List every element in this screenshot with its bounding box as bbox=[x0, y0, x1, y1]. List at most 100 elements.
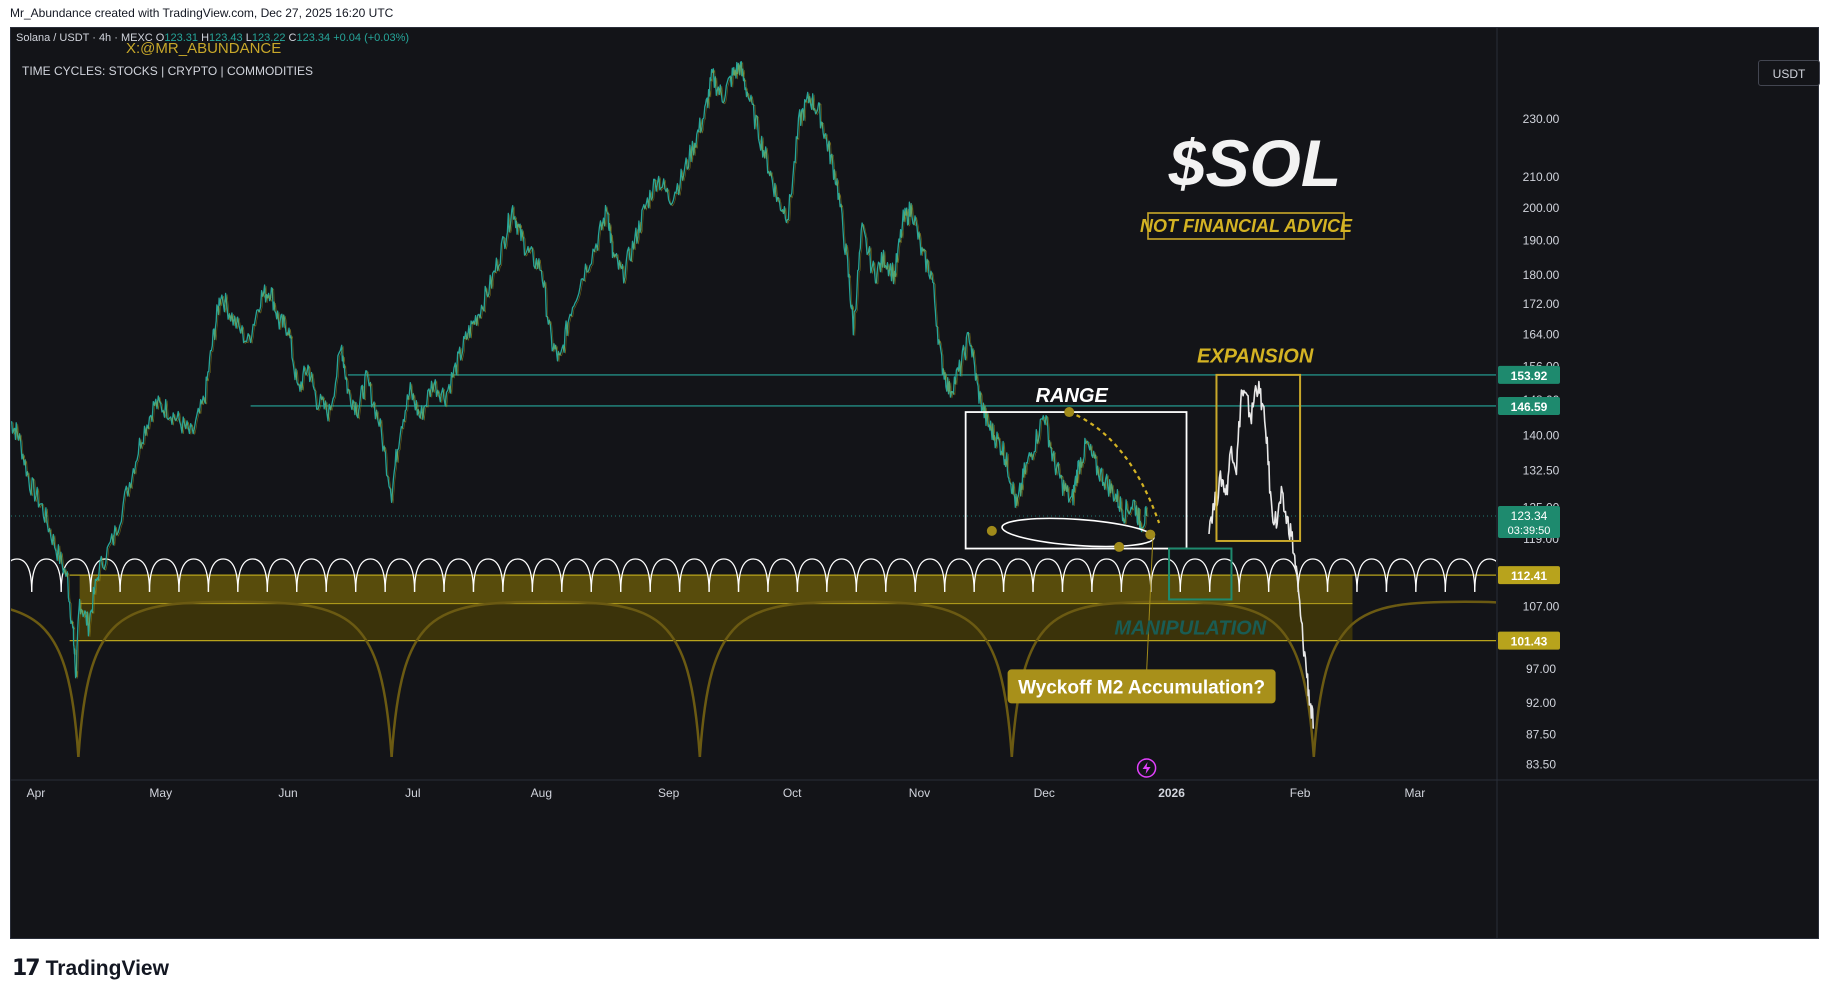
small-cycle-arc bbox=[973, 558, 1005, 592]
y-tick-label: 83.50 bbox=[1526, 758, 1556, 772]
y-tick-label: 87.50 bbox=[1526, 728, 1556, 742]
legend-change: +0.04 (+0.03%) bbox=[333, 32, 409, 44]
chart-frame[interactable]: RANGE EXPANSION MANIPULATION Wyckoff M2 Acc… bbox=[10, 27, 1820, 939]
small-cycle-arc bbox=[826, 558, 857, 592]
price-series-line bbox=[1208, 380, 1315, 729]
price-label: 146.59 bbox=[1511, 400, 1548, 414]
price-label: 112.41 bbox=[1511, 569, 1547, 583]
range-marker-dot bbox=[1114, 541, 1125, 552]
price-wick-shadow bbox=[12, 62, 1149, 679]
currency-button[interactable]: USDT bbox=[1758, 60, 1820, 86]
expansion-box bbox=[1215, 373, 1302, 542]
small-cycle-arc bbox=[355, 558, 386, 592]
small-cycle-arc bbox=[1297, 558, 1329, 592]
small-cycle-arc bbox=[1385, 558, 1417, 592]
small-cycle-arc bbox=[1356, 558, 1388, 592]
last-price-label: 123.34 bbox=[1511, 509, 1548, 523]
countdown-label: 03:39:50 bbox=[1508, 525, 1551, 537]
x-tick-label: 2026 bbox=[1158, 786, 1185, 800]
lightning-icon-bolt bbox=[1142, 762, 1151, 774]
price-label-bg bbox=[1498, 631, 1560, 650]
lightning-icon bbox=[1136, 758, 1157, 778]
plot-area: RANGE EXPANSION MANIPULATION Wyckoff M2 Acc… bbox=[11, 61, 1496, 758]
x-tick-label: Feb bbox=[1290, 786, 1311, 800]
y-tick-label: 164.00 bbox=[1523, 327, 1560, 341]
expansion-label: EXPANSION bbox=[1197, 345, 1314, 367]
small-cycle-arc bbox=[678, 558, 710, 592]
small-cycle-arc bbox=[914, 558, 946, 592]
legend-c-label: C bbox=[289, 32, 297, 44]
y-tick-label: 230.00 bbox=[1523, 112, 1560, 126]
y-tick-label: 200.00 bbox=[1523, 201, 1560, 215]
symbol-legend: Solana / USDT · 4h · MEXC O123.31 H123.4… bbox=[16, 32, 409, 44]
price-label-bg bbox=[1498, 365, 1560, 384]
legend-open: 123.31 bbox=[164, 32, 201, 44]
x-tick-label: Sep bbox=[658, 786, 680, 800]
small-cycle-arc bbox=[1150, 558, 1181, 592]
range-marker-dot bbox=[986, 525, 997, 536]
small-cycle-arc bbox=[1032, 558, 1064, 592]
legend-o-label: O bbox=[156, 32, 165, 44]
x-tick-label: Dec bbox=[1034, 786, 1055, 800]
last-price-bg bbox=[1498, 506, 1560, 539]
handle-label: X:@MR_ABUNDANCE bbox=[126, 40, 281, 57]
demand-zone-lower bbox=[79, 603, 1353, 641]
legend-l-label: L bbox=[246, 32, 252, 44]
y-tick-label: 132.50 bbox=[1523, 463, 1560, 477]
small-cycle-arc bbox=[60, 558, 92, 592]
y-tick-label: 92.00 bbox=[1526, 696, 1556, 710]
demand-zone-upper bbox=[79, 575, 1353, 604]
large-cycle-arc bbox=[1312, 600, 1496, 758]
small-cycle-arc bbox=[266, 558, 298, 592]
price-chart[interactable]: RANGE EXPANSION MANIPULATION Wyckoff M2 Acc… bbox=[11, 28, 1818, 938]
small-cycle-arc bbox=[502, 558, 534, 592]
small-cycle-arc bbox=[855, 558, 887, 592]
y-tick-label: 140.00 bbox=[1523, 428, 1560, 442]
wyckoff-label: Wyckoff M2 Accumulation? bbox=[1018, 677, 1265, 698]
small-cycle-arc bbox=[1179, 558, 1211, 592]
small-cycle-arc bbox=[1120, 558, 1152, 592]
manipulation-box bbox=[1168, 547, 1233, 601]
range-box bbox=[964, 411, 1188, 550]
subtitle-label: TIME CYCLES: STOCKS | CRYPTO | COMMODITI… bbox=[22, 64, 313, 78]
small-cycle-arc bbox=[620, 558, 651, 592]
large-cycle-arc bbox=[77, 600, 393, 758]
small-cycle-arc bbox=[561, 558, 592, 592]
small-cycle-arc bbox=[1326, 558, 1358, 592]
legend-high: 123.43 bbox=[209, 32, 246, 44]
legend-h-label: H bbox=[201, 32, 209, 44]
chart-credit: Mr_Abundance created with TradingView.co… bbox=[10, 6, 394, 20]
range-marker-dot bbox=[1064, 407, 1075, 418]
small-cycle-arc bbox=[207, 558, 239, 592]
small-cycle-arc bbox=[472, 558, 504, 592]
manipulation-label: MANIPULATION bbox=[1114, 618, 1266, 640]
large-cycle-arc bbox=[698, 600, 1014, 758]
small-cycle-arc bbox=[1415, 558, 1446, 592]
y-tick-label: 210.00 bbox=[1523, 170, 1560, 184]
small-cycle-arc bbox=[1061, 558, 1093, 592]
large-cycle-arc bbox=[11, 608, 80, 758]
y-tick-label: 190.00 bbox=[1523, 234, 1560, 248]
large-cycle-arc bbox=[390, 600, 702, 758]
price-label-bg bbox=[1498, 566, 1560, 585]
tradingview-logo[interactable]: 17 TradingView bbox=[12, 956, 169, 981]
x-tick-label: Nov bbox=[909, 786, 930, 800]
small-cycle-arc bbox=[1091, 558, 1123, 592]
disclaimer-label: NOT FINANCIAL ADVICE bbox=[1140, 216, 1353, 236]
x-tick-label: Aug bbox=[531, 786, 552, 800]
tradingview-mark-icon: 17 bbox=[12, 956, 41, 981]
lightning-icon-ring bbox=[1136, 758, 1157, 778]
small-cycle-arc bbox=[31, 558, 62, 592]
small-cycle-arc bbox=[885, 558, 916, 592]
legend-low: 123.22 bbox=[252, 32, 289, 44]
price-label: 101.43 bbox=[1511, 635, 1548, 649]
range-ellipse bbox=[1001, 517, 1155, 548]
y-tick-label: 97.00 bbox=[1526, 662, 1556, 676]
wyckoff-label-bg bbox=[1007, 669, 1276, 704]
disclaimer-box bbox=[1147, 212, 1345, 240]
small-cycle-arc bbox=[796, 558, 828, 592]
x-tick-label: Apr bbox=[27, 786, 46, 800]
range-dotted-curve bbox=[1068, 411, 1161, 524]
large-cycle-arc bbox=[1010, 600, 1316, 758]
symbol-big-label: $SOL bbox=[1168, 126, 1341, 200]
